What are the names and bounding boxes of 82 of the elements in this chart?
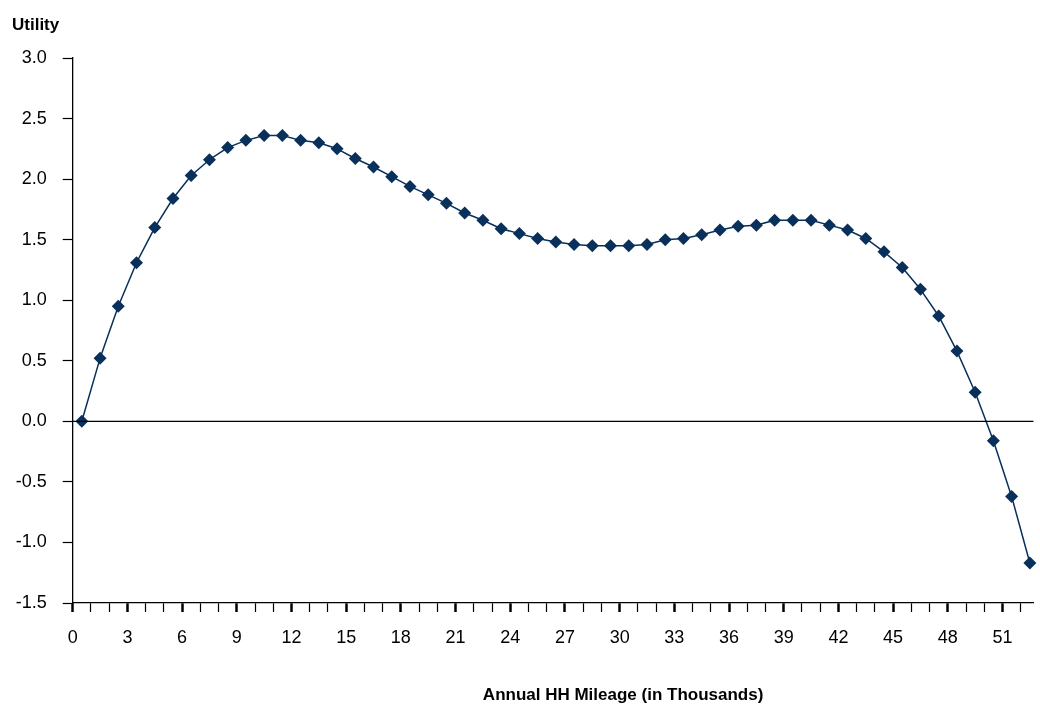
point: [549, 235, 563, 249]
point: [640, 238, 654, 252]
point: [512, 227, 526, 241]
point: [93, 351, 107, 365]
point: [494, 222, 508, 236]
point: [695, 228, 709, 242]
x-tick-label: 30: [609, 626, 630, 647]
point: [932, 309, 946, 323]
y-tick-label: 1.0: [21, 289, 47, 310]
point: [822, 218, 836, 232]
x-tick-label: 36: [719, 626, 740, 647]
point: [239, 133, 253, 147]
point: [439, 196, 453, 210]
point: [877, 245, 891, 259]
point: [1023, 556, 1037, 570]
y-tick-label: 0.5: [21, 349, 47, 370]
x-tick-label: 15: [336, 626, 357, 647]
x-tick-label: 6: [177, 626, 188, 647]
point: [676, 231, 690, 245]
point: [458, 206, 472, 220]
point: [658, 233, 672, 247]
y-tick-label: 0.0: [21, 410, 47, 431]
point: [312, 136, 326, 150]
point: [421, 188, 435, 202]
point: [749, 218, 763, 232]
x-tick-label: 39: [773, 626, 794, 647]
x-tick-label: 42: [828, 626, 849, 647]
point: [330, 142, 344, 156]
point: [859, 231, 873, 245]
x-tick-label: 45: [883, 626, 904, 647]
point: [111, 299, 125, 313]
y-tick-label: 3.0: [21, 46, 47, 67]
point: [731, 219, 745, 233]
point: [275, 129, 289, 143]
y-axis-title: Utility: [12, 15, 60, 34]
point: [786, 213, 800, 227]
y-tick-label: 1.5: [21, 228, 47, 249]
y-tick-label: 2.5: [21, 107, 47, 128]
point: [294, 133, 308, 147]
point: [768, 213, 782, 227]
point: [148, 221, 162, 235]
x-tick-label: 18: [390, 626, 411, 647]
point: [950, 344, 964, 358]
x-tick-label: 21: [445, 626, 466, 647]
x-tick-label: 51: [992, 626, 1013, 647]
point: [184, 168, 198, 182]
point: [968, 385, 982, 399]
point: [604, 239, 618, 253]
point: [403, 179, 417, 193]
point: [622, 239, 636, 253]
point: [585, 239, 599, 253]
x-tick-label: 12: [281, 626, 302, 647]
point: [476, 213, 490, 227]
point: [1005, 489, 1019, 503]
point: [841, 223, 855, 237]
point: [257, 129, 271, 143]
x-tick-label: 9: [231, 626, 242, 647]
point: [367, 160, 381, 174]
point: [895, 261, 909, 275]
point: [166, 191, 180, 205]
point: [804, 213, 818, 227]
point: [348, 152, 362, 166]
point: [986, 434, 1000, 448]
x-tick-label: 48: [937, 626, 958, 647]
point: [221, 141, 235, 155]
point: [130, 256, 144, 270]
y-tick-label: -1.5: [15, 591, 47, 612]
x-axis-title: Annual HH Mileage (in Thousands): [482, 685, 764, 704]
y-tick-label: -0.5: [15, 470, 47, 491]
x-tick-label: 27: [554, 626, 575, 647]
point: [713, 223, 727, 237]
x-tick-label: 33: [664, 626, 685, 647]
x-tick-label: 3: [122, 626, 133, 647]
point: [385, 170, 399, 184]
x-tick-label: 24: [500, 626, 521, 647]
y-tick-label: 2.0: [21, 168, 47, 189]
point: [531, 231, 545, 245]
point: [202, 153, 216, 167]
point: [567, 238, 581, 252]
x-tick-label: 0: [67, 626, 78, 647]
y-tick-label: -1.0: [15, 531, 47, 552]
point: [913, 282, 927, 296]
